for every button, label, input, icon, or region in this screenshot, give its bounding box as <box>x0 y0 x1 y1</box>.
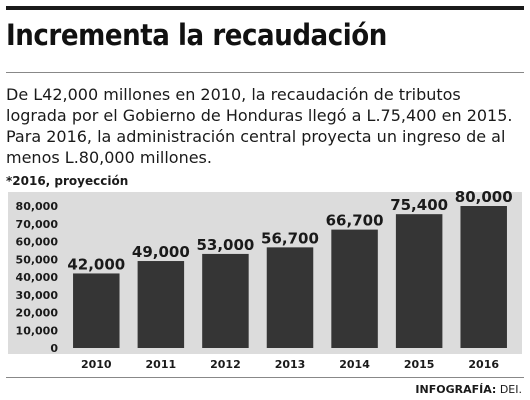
x-tick-label: 2011 <box>146 358 177 371</box>
bar-value-label: 49,000 <box>132 243 190 261</box>
title-rule <box>6 72 524 73</box>
bar <box>266 247 314 348</box>
y-tick-label: 70,000 <box>16 218 59 231</box>
intro-line: menos L.80,000 millones. <box>6 148 212 167</box>
y-tick-label: 0 <box>50 342 58 355</box>
x-tick-label: 2014 <box>339 358 370 371</box>
bar <box>460 206 507 348</box>
bar-value-label: 66,700 <box>326 212 384 230</box>
x-tick-label: 2016 <box>468 358 499 371</box>
credit: INFOGRAFÍA: DEI. <box>415 383 522 396</box>
bar-chart: 0 10,000 20,000 30,000 40,000 50,000 60,000 70,… <box>16 188 513 371</box>
bar-value-label: 56,700 <box>261 229 319 247</box>
intro-line: lograda por el Gobierno de Honduras lleg… <box>6 106 513 125</box>
y-tick-label: 40,000 <box>16 271 59 284</box>
headline: Incrementa la recaudación <box>6 18 387 52</box>
bar-value-label: 53,000 <box>196 236 254 254</box>
bar-value-label: 42,000 <box>67 255 125 273</box>
x-tick-label: 2012 <box>210 358 241 371</box>
footnote: *2016, proyección <box>6 174 129 188</box>
intro-line: De L42,000 millones en 2010, la recaudac… <box>6 85 461 104</box>
bottom-rule <box>6 377 524 378</box>
x-tick-label: 2013 <box>275 358 306 371</box>
y-tick-label: 80,000 <box>16 200 59 213</box>
intro-text: De L42,000 millones en 2010, la recaudac… <box>6 84 526 168</box>
y-tick-label: 20,000 <box>16 307 59 320</box>
x-tick-label: 2015 <box>404 358 435 371</box>
bar <box>331 229 378 348</box>
bar-value-label: 75,400 <box>390 196 448 214</box>
bar <box>395 214 443 348</box>
y-tick-label: 60,000 <box>16 236 59 249</box>
credit-label: INFOGRAFÍA: <box>415 383 497 396</box>
y-tick-label: 10,000 <box>16 324 59 337</box>
top-rule <box>6 6 524 10</box>
intro-line: Para 2016, la administración central pro… <box>6 127 506 146</box>
credit-source: DEI. <box>499 383 522 396</box>
y-tick-label: 30,000 <box>16 289 59 302</box>
bar <box>73 273 120 348</box>
x-tick-label: 2010 <box>81 358 112 371</box>
bar-value-label: 80,000 <box>455 188 513 206</box>
y-tick-label: 50,000 <box>16 253 59 266</box>
bar <box>137 261 185 348</box>
bar <box>202 253 249 348</box>
